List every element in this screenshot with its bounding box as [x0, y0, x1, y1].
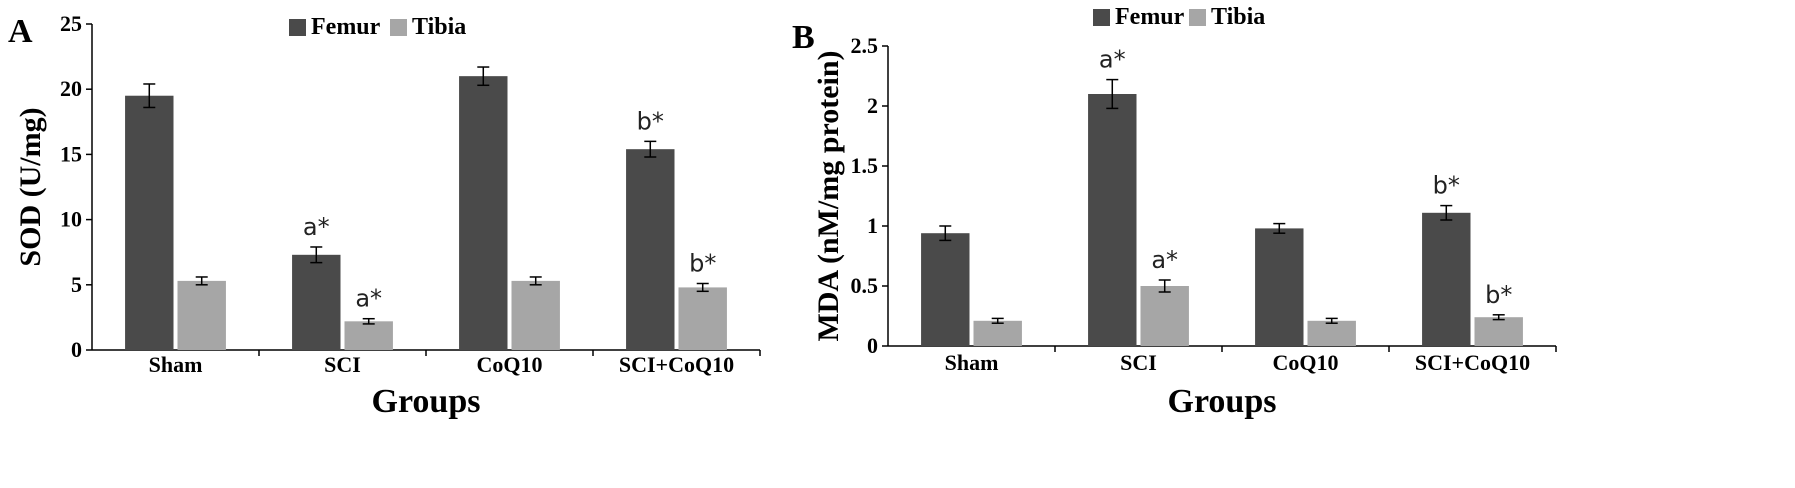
bar-femur — [459, 76, 508, 350]
x-tick-label: SCI+CoQ10 — [1415, 350, 1530, 375]
bar-tibia — [511, 280, 560, 350]
y-axis-title: MDA (nM/mg protein) — [812, 50, 845, 341]
significance-annotation: a* — [1151, 246, 1178, 274]
bar-tibia — [177, 280, 226, 350]
y-tick-label: 25 — [60, 11, 82, 36]
x-tick-label: SCI+CoQ10 — [619, 352, 734, 377]
panel-label: A — [8, 13, 33, 50]
y-tick-label: 1 — [867, 213, 878, 238]
x-tick-label: CoQ10 — [1273, 350, 1339, 375]
x-tick-label: Sham — [149, 352, 203, 377]
bar-femur — [125, 95, 174, 350]
bar-femur — [292, 254, 341, 350]
y-tick-label: 15 — [60, 141, 82, 166]
x-tick-label: SCI — [324, 352, 361, 377]
legend-label-tibia: Tibia — [412, 14, 466, 40]
x-axis-title: Groups — [372, 383, 481, 420]
y-tick-label: 1.5 — [851, 153, 879, 178]
y-tick-label: 5 — [71, 272, 82, 297]
bar-tibia — [678, 287, 727, 350]
significance-annotation: b* — [637, 107, 664, 135]
legend-swatch-femur — [289, 19, 306, 36]
significance-annotation: a* — [1099, 46, 1126, 74]
y-tick-label: 0 — [71, 337, 82, 362]
significance-annotation: b* — [1485, 281, 1512, 309]
significance-annotation: a* — [303, 213, 330, 241]
legend-swatch-femur — [1093, 9, 1110, 26]
y-tick-label: 2 — [867, 93, 878, 118]
legend-label-femur: Femur — [1115, 4, 1185, 30]
bar-femur — [1422, 212, 1471, 346]
x-tick-label: CoQ10 — [477, 352, 543, 377]
bar-tibia — [1140, 286, 1189, 346]
x-axis-title: Groups — [1168, 383, 1277, 420]
y-tick-label: 0.5 — [851, 273, 879, 298]
significance-annotation: b* — [689, 249, 716, 277]
y-tick-label: 10 — [60, 207, 82, 232]
bar-femur — [1255, 228, 1304, 346]
y-tick-label: 20 — [60, 76, 82, 101]
bar-femur — [1088, 94, 1137, 346]
panel-label: B — [792, 19, 815, 56]
bar-tibia — [973, 320, 1022, 346]
bar-tibia — [344, 321, 393, 350]
y-tick-label: 2.5 — [851, 33, 879, 58]
y-axis-title: SOD (U/mg) — [14, 107, 47, 266]
bar-femur — [921, 233, 970, 346]
bar-tibia — [1307, 320, 1356, 346]
bar-femur — [626, 149, 675, 350]
x-tick-label: Sham — [945, 350, 999, 375]
legend-label-tibia: Tibia — [1211, 4, 1265, 30]
chart-panel-a: A 0 5 10 15 20 25 SOD (U/mg) Sham SCI a* a* CoQ10 SCI… — [8, 11, 761, 420]
legend-swatch-tibia — [390, 19, 407, 36]
legend-label-femur: Femur — [311, 14, 381, 40]
x-tick-label: SCI — [1120, 350, 1157, 375]
legend-swatch-tibia — [1189, 9, 1206, 26]
y-tick-label: 0 — [867, 333, 878, 358]
significance-annotation: a* — [355, 285, 382, 313]
significance-annotation: b* — [1433, 172, 1460, 200]
bar-tibia — [1474, 317, 1523, 346]
